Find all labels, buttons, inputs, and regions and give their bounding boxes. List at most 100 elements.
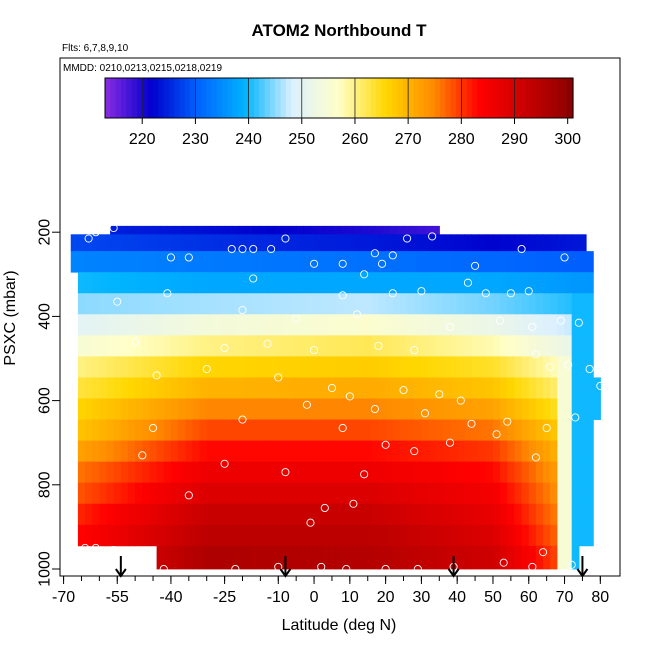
colorbar-tick-label: 270 xyxy=(395,131,422,148)
heat-cell xyxy=(321,272,329,294)
heat-cell xyxy=(263,234,272,252)
colorbar-tick-label: 230 xyxy=(182,131,209,148)
heat-cell xyxy=(399,356,408,378)
heat-cell xyxy=(285,251,294,273)
heat-cell xyxy=(127,272,136,294)
heat-cell xyxy=(242,272,251,294)
colorbar-strip xyxy=(184,78,191,118)
colorbar-strip xyxy=(493,78,500,118)
heat-cell xyxy=(199,482,208,505)
heat-cell xyxy=(221,272,229,294)
heat-cell xyxy=(478,272,487,294)
heat-cell xyxy=(256,234,265,252)
heat-cell xyxy=(99,356,108,378)
colorbar-strip xyxy=(413,78,420,118)
heat-cell xyxy=(228,293,236,315)
heat-cell xyxy=(99,272,108,294)
heat-cell xyxy=(285,377,294,399)
heat-cell xyxy=(396,225,405,235)
heat-cell xyxy=(292,234,301,252)
heat-cell xyxy=(85,440,93,463)
heat-cell xyxy=(256,356,265,378)
colorbar-strip xyxy=(386,78,393,118)
heat-cell xyxy=(77,524,86,547)
heat-cell xyxy=(428,398,437,420)
colorbar-strip xyxy=(514,78,521,118)
heat-cell xyxy=(242,524,251,547)
heat-cell xyxy=(142,503,151,526)
heat-cell xyxy=(174,225,183,235)
colorbar-tick-label: 240 xyxy=(235,131,262,148)
heat-cell xyxy=(335,398,344,420)
colorbar-strip xyxy=(376,78,383,118)
heat-cell xyxy=(564,545,573,570)
heat-cell xyxy=(256,314,265,336)
sample-point xyxy=(517,244,526,254)
heat-cell xyxy=(457,335,465,357)
heat-cell xyxy=(414,524,423,547)
heat-cell xyxy=(131,225,140,235)
heat-cell xyxy=(163,440,172,463)
heat-cell xyxy=(492,461,501,484)
heat-cell xyxy=(364,272,372,294)
heat-cell xyxy=(135,461,143,484)
heat-cell xyxy=(135,482,143,505)
heat-cell xyxy=(299,272,308,294)
heat-cell xyxy=(85,524,93,547)
sample-point xyxy=(131,337,140,346)
heat-cell xyxy=(492,482,501,505)
heat-cell xyxy=(364,377,372,399)
heat-cell xyxy=(178,440,186,463)
heat-cell xyxy=(299,251,308,273)
heat-cell xyxy=(550,482,558,505)
heat-cell xyxy=(521,482,530,505)
colorbar-strip xyxy=(525,78,532,118)
heat-cell xyxy=(235,440,244,463)
heat-cell xyxy=(235,524,244,547)
heat-cell xyxy=(271,482,279,505)
heat-cell xyxy=(507,524,516,547)
colorbar-tick-label: 250 xyxy=(288,131,315,148)
heat-cell xyxy=(206,234,215,252)
heat-cell xyxy=(127,440,136,463)
heat-cell xyxy=(120,293,129,315)
heat-cell xyxy=(306,524,315,547)
heat-cell xyxy=(271,356,279,378)
heat-cell xyxy=(485,482,494,505)
heat-cell xyxy=(507,293,516,315)
heat-cell xyxy=(92,251,100,273)
colorbar-strip xyxy=(126,78,133,118)
heat-cell xyxy=(178,482,186,505)
heat-cell xyxy=(278,251,287,273)
colorbar-strip xyxy=(482,78,489,118)
heat-cell xyxy=(278,524,287,547)
heat-cell xyxy=(485,293,494,315)
heat-cell xyxy=(550,251,558,273)
heat-cell xyxy=(192,377,201,399)
heat-cell xyxy=(314,234,322,252)
heat-cell xyxy=(271,335,279,357)
heat-cell xyxy=(428,545,437,570)
heat-cell xyxy=(528,398,537,420)
heat-cell xyxy=(550,377,558,399)
heat-cell xyxy=(571,440,580,463)
heat-cell xyxy=(235,398,244,420)
heat-cell xyxy=(235,314,244,336)
heat-cell xyxy=(317,225,326,235)
heat-cell xyxy=(485,545,494,570)
colorbar-tick-label: 290 xyxy=(501,131,528,148)
heat-cell xyxy=(185,356,193,378)
heat-cell xyxy=(92,234,100,252)
heat-cell xyxy=(535,314,544,336)
x-tick-label: 50 xyxy=(484,589,502,606)
sample-point xyxy=(317,562,326,571)
heat-cell xyxy=(256,440,265,463)
heat-cell xyxy=(464,251,473,273)
heat-cell xyxy=(507,314,516,336)
colorbar-strip xyxy=(131,78,138,118)
heat-cell xyxy=(249,293,258,315)
heat-cell xyxy=(256,272,265,294)
heat-cell xyxy=(360,225,369,235)
heat-cell xyxy=(113,440,122,463)
heat-cell xyxy=(163,251,172,273)
